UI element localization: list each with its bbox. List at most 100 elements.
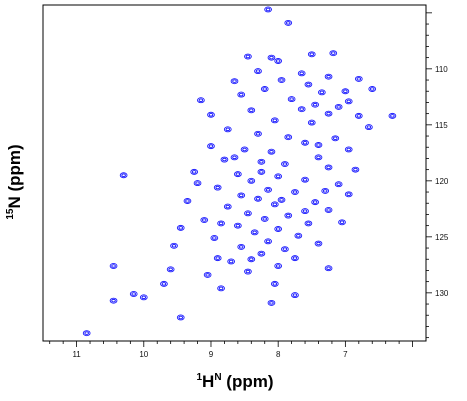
peak-contour-inner bbox=[269, 301, 274, 305]
peak-contour-outer bbox=[176, 314, 185, 321]
peak bbox=[176, 224, 185, 231]
peak-contour-outer bbox=[234, 171, 242, 178]
peak-contour-outer bbox=[250, 229, 259, 236]
peak bbox=[301, 176, 309, 183]
peak-contour-inner bbox=[390, 114, 395, 118]
peak-contour-inner bbox=[299, 107, 304, 111]
peak bbox=[304, 81, 313, 88]
peak bbox=[281, 246, 289, 253]
peak-contour-inner bbox=[289, 97, 294, 101]
peak-contour-inner bbox=[275, 227, 281, 231]
peak-contour-outer bbox=[354, 112, 363, 119]
peak-contour-inner bbox=[306, 221, 311, 226]
peak bbox=[329, 50, 338, 57]
peak bbox=[274, 226, 283, 232]
peak-contour-outer bbox=[267, 148, 276, 155]
peak-contour-inner bbox=[302, 141, 308, 145]
peak bbox=[234, 171, 242, 178]
peak-contour-inner bbox=[316, 155, 321, 160]
peak-contour-outer bbox=[254, 195, 262, 202]
peak-contour-inner bbox=[259, 251, 264, 256]
peak-contour-outer bbox=[237, 91, 246, 98]
peak-contour-outer bbox=[307, 119, 316, 126]
peak-contour-outer bbox=[237, 192, 246, 199]
peak-contour-inner bbox=[346, 192, 351, 197]
peak-contour-outer bbox=[277, 196, 286, 203]
peak-contour-outer bbox=[324, 265, 333, 272]
peak bbox=[277, 77, 286, 83]
peak bbox=[190, 168, 199, 175]
y-tick-label: 120 bbox=[435, 177, 449, 186]
peak-contour-outer bbox=[267, 299, 276, 306]
peak bbox=[351, 166, 360, 173]
peak bbox=[109, 263, 118, 269]
peak-contour-inner bbox=[286, 135, 291, 139]
peak-contour-inner bbox=[309, 120, 315, 125]
peak-contour-inner bbox=[161, 282, 167, 286]
peak bbox=[321, 187, 330, 194]
peak-contour-outer bbox=[270, 117, 279, 124]
peak-contour-outer bbox=[109, 297, 118, 304]
peak-contour-inner bbox=[238, 92, 244, 97]
peak-contour-inner bbox=[205, 273, 210, 277]
peak-contour-outer bbox=[160, 280, 168, 287]
peak-contour-outer bbox=[210, 235, 219, 241]
peak-contour-inner bbox=[238, 193, 244, 198]
peak bbox=[307, 51, 316, 58]
peak bbox=[247, 256, 256, 263]
peak bbox=[267, 148, 276, 155]
peak bbox=[254, 130, 262, 137]
peak bbox=[160, 280, 168, 287]
peak bbox=[338, 219, 346, 226]
peak bbox=[257, 168, 266, 175]
x-tick-label: 8 bbox=[276, 350, 281, 359]
peak bbox=[213, 255, 222, 262]
peak-contour-inner bbox=[185, 199, 190, 203]
peak bbox=[129, 291, 138, 297]
peak bbox=[166, 266, 175, 273]
y-axis-title-main: N (ppm) bbox=[5, 144, 24, 208]
peak-contour-outer bbox=[247, 177, 256, 184]
x-axis-title-sup2: N bbox=[214, 372, 221, 383]
peak-contour-inner bbox=[249, 179, 254, 183]
peak-contour-inner bbox=[249, 108, 254, 113]
peak-contour-outer bbox=[264, 186, 272, 193]
peak bbox=[244, 53, 252, 60]
peak-contour-inner bbox=[326, 266, 331, 270]
peak-contour-outer bbox=[274, 263, 283, 269]
peak bbox=[260, 86, 269, 92]
peak-contour-inner bbox=[326, 165, 331, 170]
peak bbox=[324, 265, 333, 272]
peak-contour-outer bbox=[244, 210, 252, 217]
peak bbox=[264, 6, 272, 13]
peak-contour-inner bbox=[302, 209, 308, 213]
peak bbox=[119, 172, 128, 179]
peak-contour-inner bbox=[84, 331, 89, 335]
peak bbox=[234, 222, 242, 229]
peak-contour-outer bbox=[341, 88, 350, 95]
peak-contour-inner bbox=[218, 221, 224, 226]
peak-contour-inner bbox=[269, 55, 274, 60]
peak-contour-inner bbox=[292, 256, 298, 260]
x-tick-label: 11 bbox=[72, 350, 81, 359]
y-axis-title-sup: 15 bbox=[5, 208, 16, 220]
peak-contour-outer bbox=[297, 70, 306, 77]
peak-contour-inner bbox=[191, 170, 197, 174]
peak-contour-outer bbox=[318, 89, 326, 96]
peak-contour-outer bbox=[260, 86, 269, 92]
peak-contour-outer bbox=[197, 97, 205, 104]
peak bbox=[297, 70, 306, 77]
peak-contour-inner bbox=[279, 198, 284, 202]
peak-contour-inner bbox=[339, 220, 345, 225]
peak bbox=[257, 158, 266, 165]
peak-contour-outer bbox=[82, 330, 91, 337]
peak-contour-inner bbox=[322, 189, 328, 193]
peak-contour-outer bbox=[274, 58, 283, 64]
y-axis-title: 15N (ppm) bbox=[5, 144, 24, 219]
peak bbox=[297, 106, 306, 113]
peak bbox=[213, 184, 222, 191]
peak-contour-inner bbox=[346, 99, 351, 104]
peak bbox=[365, 124, 373, 131]
peak-contour-inner bbox=[333, 136, 338, 141]
peak bbox=[270, 117, 279, 124]
